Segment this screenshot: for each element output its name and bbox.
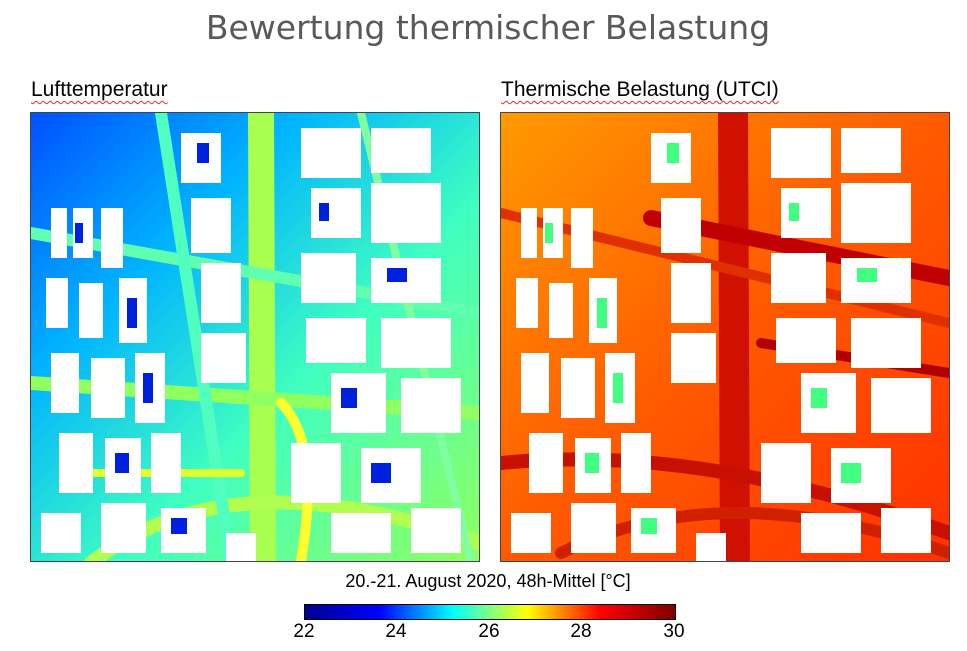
air-temperature-heatmap bbox=[30, 112, 480, 562]
colorbar-tick-22: 22 bbox=[293, 621, 315, 642]
colorbar bbox=[304, 604, 676, 620]
colorbar-tick-26: 26 bbox=[478, 621, 500, 642]
figure-title: Bewertung thermischer Belastung bbox=[205, 8, 771, 47]
colorbar-caption: 20.-21. August 2020, 48h-Mittel [°C] bbox=[345, 571, 631, 591]
colorbar-tick-24: 24 bbox=[385, 621, 407, 642]
panel-title-air-temperature: Lufttemperatur bbox=[31, 78, 168, 101]
colorbar-tick-28: 28 bbox=[570, 621, 592, 642]
utci-heatmap bbox=[500, 112, 950, 562]
panel-title-utci: Thermische Belastung (UTCI) bbox=[501, 78, 779, 101]
utci-building-blocks bbox=[511, 128, 931, 561]
colorbar-tick-30: 30 bbox=[663, 621, 685, 642]
air-temp-cool-courtyards bbox=[75, 143, 407, 534]
utci-shaded-courtyards bbox=[545, 143, 877, 534]
